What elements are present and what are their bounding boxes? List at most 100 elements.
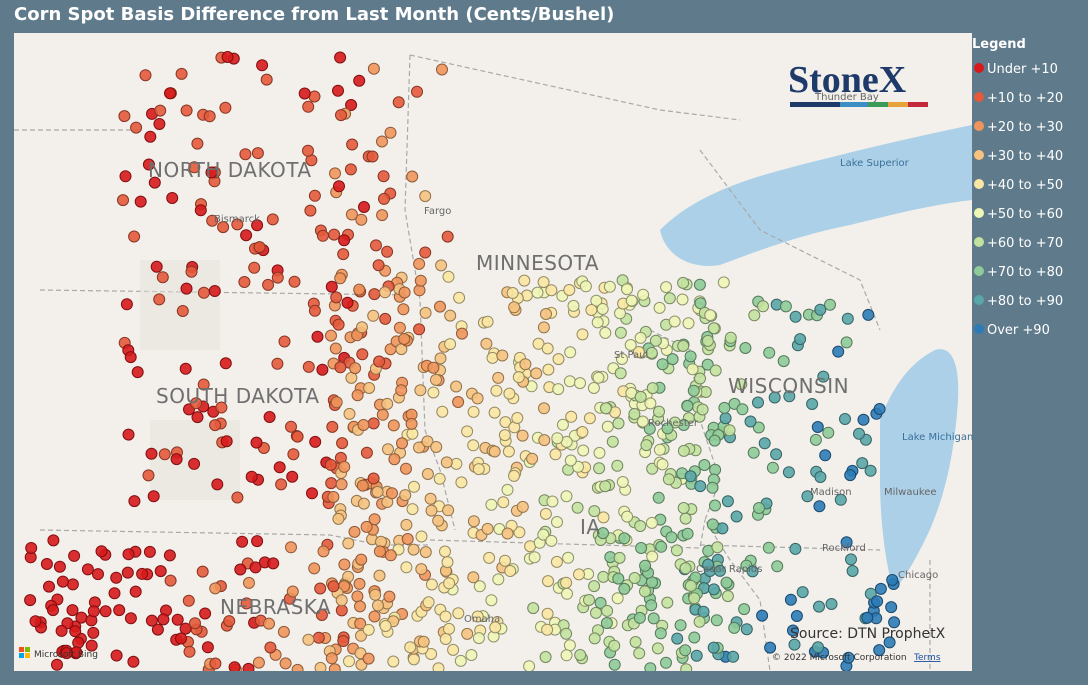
place-label: Milwaukee [884, 487, 937, 498]
site-marker [180, 282, 193, 295]
site-marker [764, 641, 777, 654]
site-marker [757, 300, 769, 313]
site-marker [415, 563, 428, 576]
site-marker [537, 321, 550, 334]
site-marker [384, 126, 397, 139]
site-marker [231, 218, 244, 231]
site-marker [199, 607, 212, 620]
site-marker [434, 352, 447, 365]
site-marker [362, 652, 375, 665]
site-marker [825, 598, 838, 610]
place-label: Chicago [898, 570, 938, 581]
site-marker [456, 327, 468, 340]
site-marker [427, 386, 440, 399]
site-marker [381, 245, 394, 258]
site-marker [542, 575, 554, 588]
site-marker [404, 641, 417, 654]
site-marker [766, 461, 779, 474]
site-marker [353, 74, 366, 87]
site-marker [273, 461, 286, 474]
site-marker [645, 516, 658, 529]
site-marker [334, 272, 347, 285]
site-marker [461, 425, 474, 438]
site-marker [625, 294, 638, 307]
site-marker [110, 649, 123, 662]
site-marker [367, 309, 380, 322]
site-marker [576, 328, 589, 341]
site-marker [861, 611, 874, 624]
legend-swatch [974, 63, 984, 73]
site-marker [516, 500, 529, 513]
site-marker [440, 456, 453, 469]
site-marker [563, 639, 576, 652]
site-marker [355, 553, 368, 566]
site-marker [415, 530, 428, 543]
site-marker [563, 284, 576, 296]
site-marker [250, 436, 263, 449]
site-marker [447, 643, 460, 656]
site-marker [441, 556, 454, 569]
site-marker [344, 163, 357, 176]
site-marker [122, 548, 135, 561]
site-marker [356, 348, 369, 361]
site-marker [864, 587, 877, 600]
site-marker [661, 596, 674, 609]
place-label: Thunder Bay [814, 92, 879, 103]
site-marker [720, 576, 733, 589]
site-marker [701, 334, 714, 347]
site-marker [286, 470, 299, 483]
site-marker [378, 192, 390, 205]
site-marker [384, 549, 397, 562]
site-marker [730, 510, 743, 523]
legend-label: Under +10 [987, 62, 1058, 77]
site-marker [498, 429, 511, 442]
site-marker [551, 516, 563, 528]
site-marker [812, 641, 824, 654]
site-marker [329, 342, 342, 355]
place-label: Madison [810, 487, 852, 498]
site-marker [537, 528, 550, 541]
site-marker [291, 663, 304, 671]
site-marker [813, 500, 826, 513]
place-label: Rockford [822, 543, 866, 554]
site-marker [136, 567, 149, 580]
site-marker [549, 448, 562, 461]
site-marker [356, 479, 369, 492]
site-marker [497, 496, 510, 509]
site-marker [530, 367, 543, 380]
site-marker [551, 432, 564, 445]
site-marker [671, 632, 684, 645]
site-marker [248, 261, 261, 274]
site-marker [308, 304, 321, 317]
site-marker [710, 614, 723, 627]
site-marker [501, 527, 514, 540]
legend-label: +60 to +70 [987, 236, 1063, 251]
site-marker [644, 397, 657, 410]
site-marker [706, 518, 719, 531]
site-marker [325, 280, 338, 293]
site-marker [762, 541, 775, 554]
site-marker [481, 522, 494, 535]
site-marker [163, 549, 176, 562]
site-marker [789, 310, 802, 323]
site-marker [611, 459, 624, 472]
site-marker [194, 204, 207, 217]
site-marker [608, 639, 621, 652]
site-marker [362, 623, 375, 636]
site-marker [483, 551, 496, 564]
site-marker [560, 627, 573, 640]
site-marker [508, 469, 520, 482]
site-marker [637, 288, 650, 301]
site-marker [341, 296, 354, 309]
site-marker [779, 300, 792, 313]
site-marker [499, 554, 511, 567]
site-marker [417, 635, 430, 648]
site-marker [499, 416, 512, 429]
terms-link[interactable]: Terms [913, 653, 941, 663]
site-marker [853, 427, 865, 440]
site-marker [834, 493, 847, 506]
site-marker [601, 420, 614, 433]
site-marker [653, 405, 665, 418]
site-marker [221, 51, 234, 63]
site-marker [316, 229, 329, 242]
